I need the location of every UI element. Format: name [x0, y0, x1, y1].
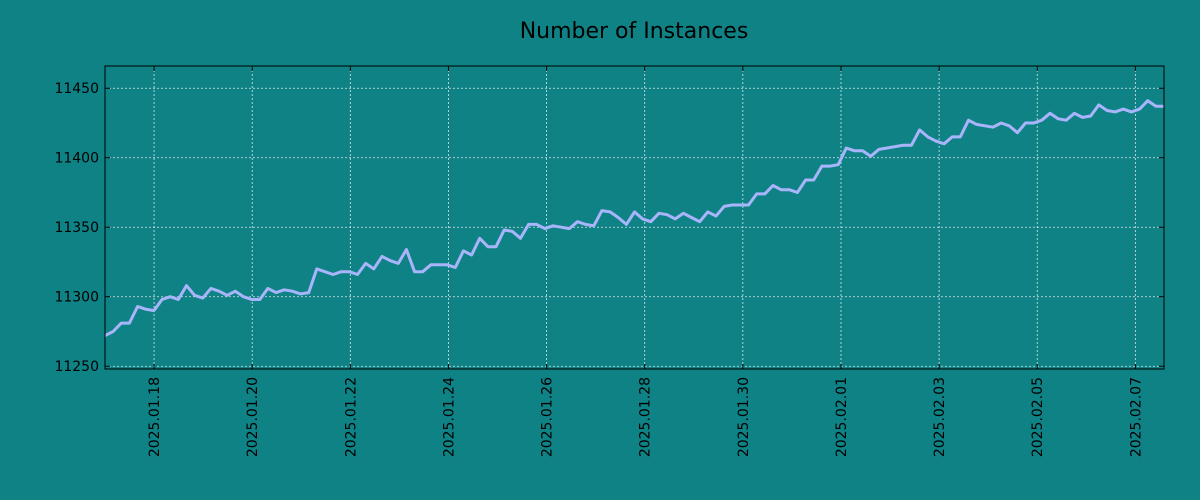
- grid-lines: [105, 66, 1164, 369]
- series-line-0: [104, 99, 1164, 337]
- x-tick-label: 2025.01.18: [147, 377, 163, 457]
- plot-frame: [104, 65, 1165, 370]
- x-tick-label: 2025.02.07: [1128, 377, 1144, 457]
- x-tick-label: 2025.02.05: [1030, 377, 1046, 457]
- x-tick-label: 2025.01.26: [540, 377, 556, 457]
- x-tick-label: 2025.01.24: [441, 377, 457, 457]
- y-tick-label: 11350: [54, 220, 99, 236]
- x-tick-label: 2025.02.03: [932, 377, 948, 457]
- x-tick-label: 2025.01.22: [343, 377, 359, 457]
- y-tick-label: 11250: [54, 359, 99, 375]
- y-tick-label: 11450: [54, 81, 99, 97]
- series-lines: [104, 99, 1164, 337]
- chart-title: Number of Instances: [520, 19, 749, 44]
- x-axis: 2025.01.18 2025.01.20 2025.01.22 2025.01.24…: [147, 66, 1144, 457]
- y-axis: 11250 11300 11350 11400 11450: [54, 81, 1164, 375]
- x-tick-label: 2025.01.28: [638, 377, 654, 457]
- x-tick-label: 2025.01.30: [736, 377, 752, 457]
- y-tick-label: 11300: [54, 290, 99, 306]
- y-tick-label: 11400: [54, 151, 99, 167]
- x-tick-label: 2025.01.20: [245, 377, 261, 457]
- x-tick-label: 2025.02.01: [834, 377, 850, 457]
